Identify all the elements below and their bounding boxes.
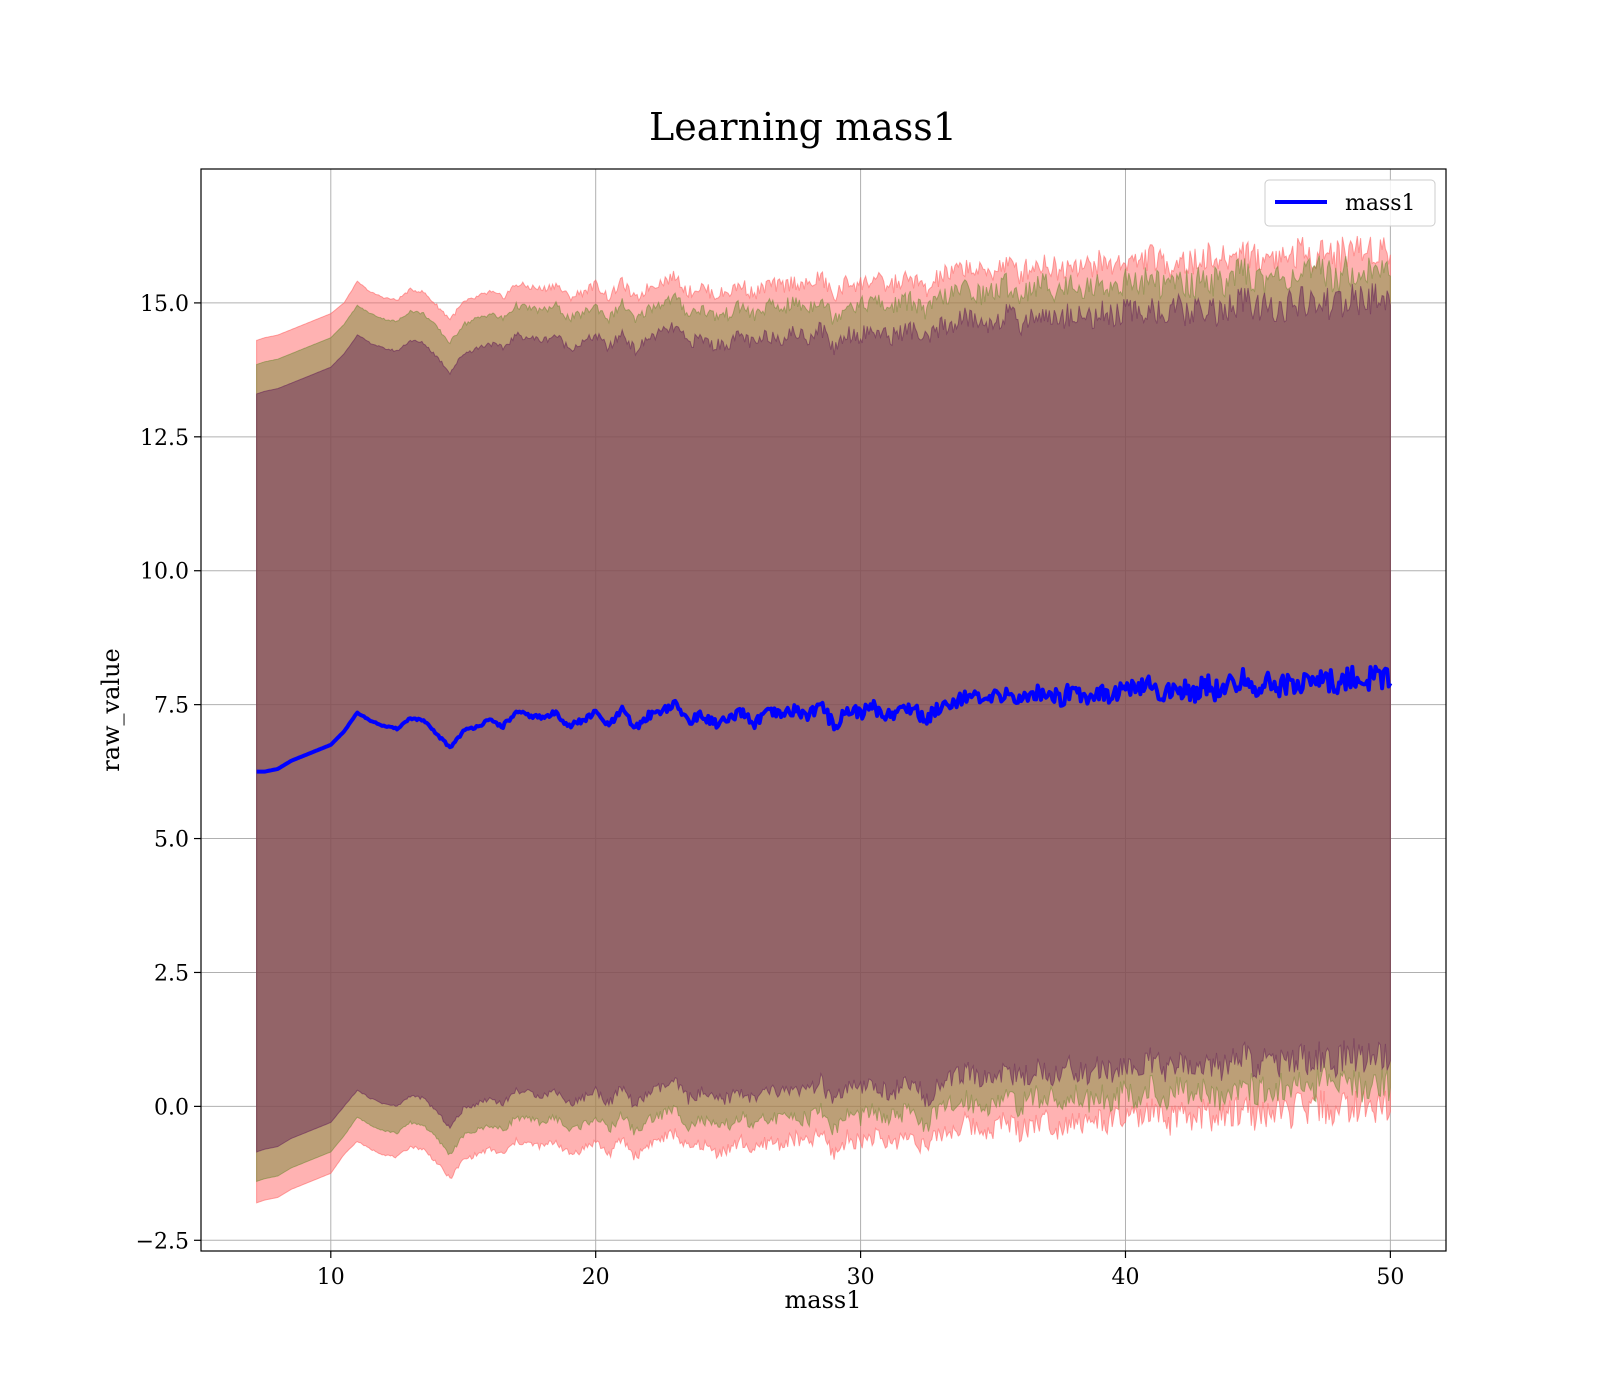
x-tick-label: 20: [582, 1265, 610, 1290]
chart-title: Learning mass1: [649, 105, 957, 149]
x-tick-label: 30: [847, 1265, 875, 1290]
line-layer: [255, 664, 1393, 774]
series-line-mass1: [255, 664, 1393, 774]
y-tick-label: 7.5: [154, 694, 189, 719]
x-tick-label: 50: [1376, 1265, 1404, 1290]
x-tick-label: 10: [317, 1265, 345, 1290]
x-tick-label: 40: [1111, 1265, 1139, 1290]
y-tick-label: 0.0: [154, 1095, 189, 1120]
y-axis-label: raw_value: [97, 648, 125, 772]
y-tick-label: 15.0: [140, 292, 189, 317]
legend: mass1: [1264, 179, 1436, 227]
y-tick-label: −2.5: [136, 1229, 189, 1254]
y-tick-label: 12.5: [140, 426, 189, 451]
y-tick-layer: −2.5 0.0 2.5 5.0 7.5 10.0 12.5 15.0: [136, 292, 201, 1254]
confidence-band-2: [256, 283, 1391, 1153]
legend-box: [1264, 179, 1436, 227]
y-tick-label: 10.0: [140, 560, 189, 585]
y-tick-label: 2.5: [154, 961, 189, 986]
plot-frame: [200, 168, 1447, 1252]
x-axis-label: mass1: [785, 1286, 862, 1314]
y-tick-label: 5.0: [154, 828, 189, 853]
legend-label: mass1: [1345, 191, 1416, 216]
x-tick-layer: 10 20 30 40 50: [317, 1251, 1404, 1290]
band-layer: [256, 235, 1391, 1204]
